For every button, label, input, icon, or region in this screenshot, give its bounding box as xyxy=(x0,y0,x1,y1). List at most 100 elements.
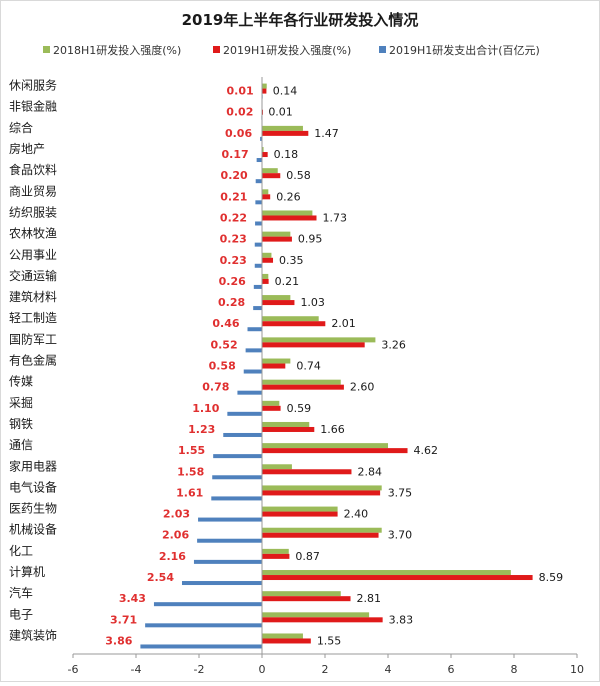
expense-data-label: 2.16 xyxy=(159,550,186,563)
category-label: 采掘 xyxy=(9,395,33,410)
bar-2019-intensity xyxy=(262,490,381,496)
bar-2019-expense xyxy=(153,602,262,607)
bar-2018-intensity xyxy=(262,400,280,406)
legend-label-1: 2019H1研发投入强度(%) xyxy=(223,43,351,57)
bar-2019-intensity xyxy=(262,88,267,94)
x-axis: -6 -4 -2 0 2 4 6 8 10 xyxy=(68,77,584,676)
bar-2019-expense xyxy=(211,496,262,501)
x-tick-label: -6 xyxy=(68,663,79,676)
legend-swatch-2 xyxy=(379,46,386,53)
bar-2019-expense xyxy=(255,200,262,205)
bar-2018-intensity xyxy=(262,570,511,576)
expense-data-label: 3.86 xyxy=(105,634,132,647)
bar-2019-expense xyxy=(255,179,262,184)
bar-2018-intensity xyxy=(262,612,370,618)
bar-2018-intensity xyxy=(262,125,303,131)
category-label: 轻工制造 xyxy=(9,311,57,325)
intensity-data-label: 1.03 xyxy=(300,296,325,309)
category-label: 化工 xyxy=(9,544,33,558)
category-label: 医药生物 xyxy=(9,502,57,516)
intensity-data-label: 0.58 xyxy=(286,169,311,182)
category-label: 食品饮料 xyxy=(9,162,57,177)
bar-2019-intensity xyxy=(262,405,281,411)
intensity-data-label: 0.14 xyxy=(273,85,298,98)
bar-2019-intensity xyxy=(262,342,365,348)
bar-2019-expense xyxy=(247,327,262,332)
category-label: 计算机 xyxy=(9,564,45,579)
bar-2019-expense xyxy=(198,517,262,522)
expense-data-label: 0.20 xyxy=(221,169,248,182)
bar-2019-intensity xyxy=(262,321,326,327)
intensity-data-label: 0.74 xyxy=(296,360,321,373)
chart-title: 2019年上半年各行业研发投入情况 xyxy=(182,11,419,29)
legend: 2018H1研发投入强度(%) 2019H1研发投入强度(%) 2019H1研发支出… xyxy=(43,43,540,57)
intensity-data-label: 2.01 xyxy=(331,317,356,330)
bar-2018-intensity xyxy=(262,337,376,343)
intensity-data-label: 3.83 xyxy=(389,613,414,626)
expense-data-label: 1.55 xyxy=(178,444,205,457)
x-tick-label: 8 xyxy=(511,663,518,676)
bar-2018-intensity xyxy=(262,295,291,301)
bar-2019-intensity xyxy=(262,215,317,221)
intensity-data-label: 3.26 xyxy=(381,338,406,351)
x-tick-label: -4 xyxy=(131,663,142,676)
expense-data-label: 1.61 xyxy=(176,486,203,499)
expense-data-label: 2.06 xyxy=(162,529,189,542)
bar-2019-intensity xyxy=(262,511,338,517)
bar-2018-intensity xyxy=(262,527,382,533)
bar-2019-intensity xyxy=(262,596,351,602)
bar-2019-expense xyxy=(254,263,262,268)
bar-2019-intensity xyxy=(262,278,269,284)
intensity-data-label: 0.01 xyxy=(268,106,293,119)
bar-2018-intensity xyxy=(262,591,341,597)
legend-swatch-1 xyxy=(213,46,220,53)
expense-data-label: 0.52 xyxy=(210,338,237,351)
bar-2018-intensity xyxy=(262,83,267,89)
bar-2019-intensity xyxy=(262,194,271,200)
bar-2019-intensity xyxy=(262,553,290,559)
expense-data-label: 0.78 xyxy=(202,381,229,394)
expense-data-label: 1.23 xyxy=(188,423,215,436)
category-label: 家用电器 xyxy=(9,458,57,473)
bar-2018-intensity xyxy=(262,379,341,385)
bar-2019-intensity xyxy=(262,448,408,454)
category-label: 交通运输 xyxy=(9,268,57,283)
bar-2018-intensity xyxy=(262,210,313,216)
expense-data-label: 0.02 xyxy=(226,106,253,119)
bar-2019-intensity xyxy=(262,638,311,644)
intensity-data-label: 1.66 xyxy=(320,423,345,436)
bar-2019-intensity xyxy=(262,236,292,242)
intensity-data-label: 0.35 xyxy=(279,254,304,267)
intensity-data-label: 0.87 xyxy=(295,550,320,563)
x-tick-label: 0 xyxy=(259,663,266,676)
bar-2019-expense xyxy=(145,623,262,628)
bar-2018-intensity xyxy=(262,548,289,554)
x-tick-label: -2 xyxy=(194,663,205,676)
bar-2019-intensity xyxy=(262,257,274,263)
intensity-data-label: 4.62 xyxy=(414,444,439,457)
bar-2018-intensity xyxy=(262,485,382,491)
category-label: 汽车 xyxy=(9,585,33,600)
expense-data-label: 3.71 xyxy=(110,613,137,626)
bar-2018-intensity xyxy=(262,506,338,512)
expense-data-label: 3.43 xyxy=(119,592,146,605)
bar-2019-intensity xyxy=(262,152,268,158)
category-label: 房地产 xyxy=(9,141,45,156)
expense-data-label: 0.28 xyxy=(218,296,245,309)
expense-data-label: 0.01 xyxy=(227,85,254,98)
labels-group: 休闲服务 0.01 0.14 非银金融 0.02 0.01 综合 0.06 1.47 房地产 0.1… xyxy=(9,78,563,648)
category-label: 电气设备 xyxy=(9,479,57,494)
bar-2019-expense xyxy=(253,284,262,289)
category-label: 机械设备 xyxy=(9,522,57,537)
bar-2019-intensity xyxy=(262,363,286,369)
intensity-data-label: 1.47 xyxy=(314,127,339,140)
bar-2018-intensity xyxy=(262,189,269,195)
category-label: 建筑材料 xyxy=(9,289,57,304)
expense-data-label: 0.46 xyxy=(212,317,239,330)
bar-2019-expense xyxy=(181,581,262,586)
bar-2019-intensity xyxy=(262,300,295,306)
intensity-data-label: 0.95 xyxy=(298,233,323,246)
bar-2018-intensity xyxy=(262,421,310,427)
category-label: 电子 xyxy=(9,607,33,621)
intensity-data-label: 3.70 xyxy=(388,529,413,542)
